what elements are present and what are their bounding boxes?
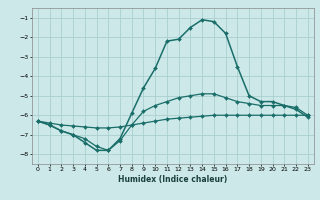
X-axis label: Humidex (Indice chaleur): Humidex (Indice chaleur) [118, 175, 228, 184]
